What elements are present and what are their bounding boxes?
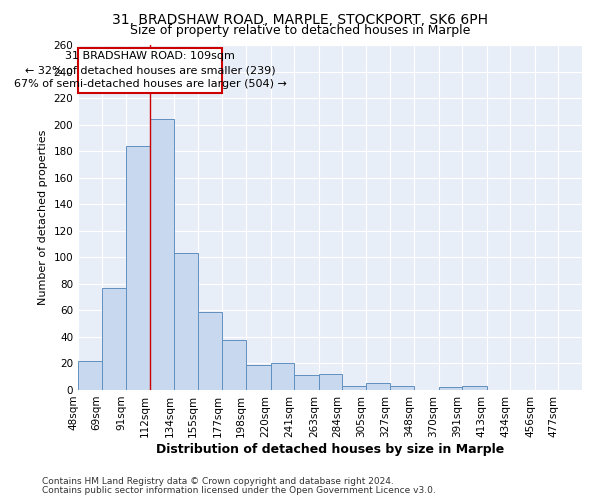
Bar — [271, 364, 294, 390]
Bar — [78, 361, 101, 390]
Text: 31, BRADSHAW ROAD, MARPLE, STOCKPORT, SK6 6PH: 31, BRADSHAW ROAD, MARPLE, STOCKPORT, SK… — [112, 12, 488, 26]
Text: Contains public sector information licensed under the Open Government Licence v3: Contains public sector information licen… — [42, 486, 436, 495]
Bar — [319, 374, 343, 390]
Text: Size of property relative to detached houses in Marple: Size of property relative to detached ho… — [130, 24, 470, 37]
Bar — [149, 120, 175, 390]
X-axis label: Distribution of detached houses by size in Marple: Distribution of detached houses by size … — [156, 442, 504, 456]
Bar — [126, 146, 149, 390]
Bar — [366, 384, 391, 390]
Bar — [294, 376, 319, 390]
Bar — [78, 48, 223, 93]
Bar — [175, 254, 198, 390]
Bar — [391, 386, 414, 390]
Y-axis label: Number of detached properties: Number of detached properties — [38, 130, 48, 305]
Text: Contains HM Land Registry data © Crown copyright and database right 2024.: Contains HM Land Registry data © Crown c… — [42, 477, 394, 486]
Bar — [462, 386, 487, 390]
Bar — [343, 386, 366, 390]
Bar — [439, 388, 462, 390]
Bar — [101, 288, 126, 390]
Text: 31 BRADSHAW ROAD: 109sqm
← 32% of detached houses are smaller (239)
67% of semi-: 31 BRADSHAW ROAD: 109sqm ← 32% of detach… — [14, 51, 287, 89]
Bar — [223, 340, 246, 390]
Bar — [246, 365, 271, 390]
Bar — [198, 312, 223, 390]
